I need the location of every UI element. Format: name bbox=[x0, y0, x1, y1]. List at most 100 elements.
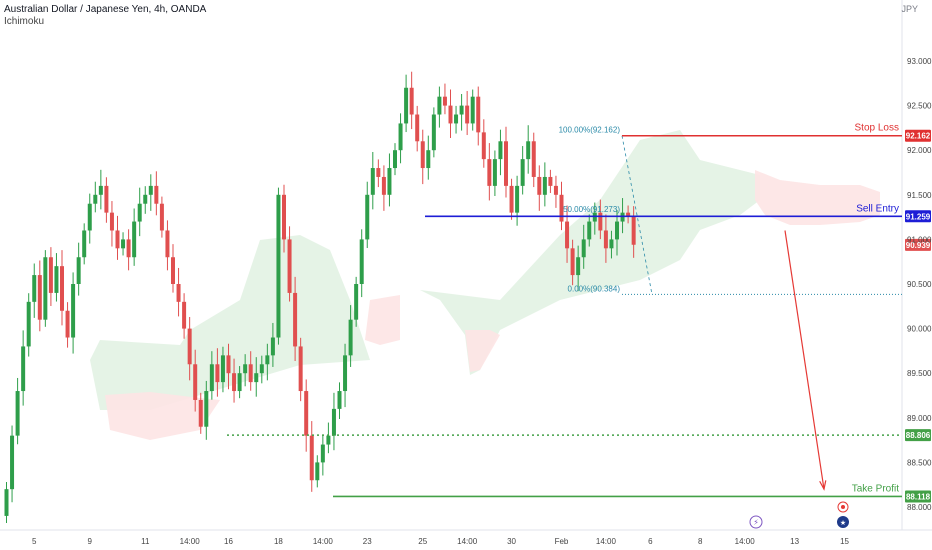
candle-body bbox=[504, 141, 508, 186]
candle-body bbox=[21, 346, 26, 392]
candle-body bbox=[415, 114, 420, 142]
candle-body bbox=[404, 87, 409, 124]
candle-body bbox=[354, 284, 359, 320]
candle-body bbox=[132, 221, 137, 258]
candle-body bbox=[176, 284, 181, 302]
y-tick-label: 90.500 bbox=[907, 280, 932, 289]
candle-body bbox=[65, 310, 70, 338]
x-tick-label: 30 bbox=[507, 537, 516, 546]
price-tag-label: 91.259 bbox=[906, 212, 931, 221]
x-tick-label: 14:00 bbox=[180, 537, 201, 546]
fib-trend-line bbox=[621, 135, 653, 295]
candle-body bbox=[381, 176, 386, 195]
candle-body bbox=[420, 141, 425, 169]
candle-body bbox=[442, 96, 447, 106]
candle-body bbox=[331, 408, 336, 436]
candle-body bbox=[93, 194, 98, 204]
candle-body bbox=[559, 194, 564, 222]
x-tick-label: 9 bbox=[88, 537, 93, 546]
candle-body bbox=[82, 230, 87, 258]
candle-body bbox=[598, 212, 603, 231]
y-tick-label: 89.000 bbox=[907, 414, 932, 423]
currency-label: JPY bbox=[901, 4, 918, 14]
ichimoku-cloud-bull bbox=[420, 130, 760, 375]
stop-loss-label: Stop Loss bbox=[855, 123, 899, 134]
candle-body bbox=[282, 194, 286, 240]
candle-body bbox=[531, 141, 536, 177]
candle-body bbox=[459, 105, 464, 115]
x-tick-label: 14:00 bbox=[735, 537, 756, 546]
x-tick-label: 15 bbox=[840, 537, 849, 546]
candle-body bbox=[171, 257, 175, 284]
x-tick-label: 14:00 bbox=[313, 537, 334, 546]
candle-body bbox=[209, 364, 214, 392]
y-tick-label: 92.500 bbox=[907, 102, 932, 111]
candle-body bbox=[476, 96, 481, 133]
candle-body bbox=[454, 114, 459, 124]
candle-body bbox=[26, 301, 31, 347]
candle-body bbox=[32, 275, 37, 302]
symbol-title[interactable]: Australian Dollar / Japanese Yen, 4h, OA… bbox=[4, 4, 207, 15]
candle-body bbox=[487, 159, 492, 186]
candle-body bbox=[304, 391, 309, 436]
price-tag bbox=[905, 210, 931, 223]
candle-body bbox=[198, 399, 203, 427]
y-tick-label: 92.000 bbox=[907, 146, 932, 155]
x-tick-label: Feb bbox=[555, 537, 569, 546]
candle-body bbox=[137, 203, 142, 222]
candle-body bbox=[220, 355, 225, 383]
candle-body bbox=[232, 373, 237, 392]
candle-body bbox=[159, 203, 164, 231]
candle-body bbox=[54, 266, 59, 293]
y-tick-label: 91.000 bbox=[907, 235, 932, 244]
candle-body bbox=[276, 194, 281, 338]
candle-body bbox=[121, 239, 126, 249]
ichimoku-cloud-bear bbox=[365, 295, 400, 345]
au-flag-icon bbox=[837, 516, 849, 528]
candle-body bbox=[370, 168, 375, 195]
candle-body bbox=[609, 239, 614, 249]
x-tick-label: 14:00 bbox=[596, 537, 617, 546]
x-tick-label: 25 bbox=[418, 537, 427, 546]
candle-body bbox=[376, 168, 381, 177]
candle-body bbox=[270, 337, 275, 356]
y-tick-label: 89.500 bbox=[907, 369, 932, 378]
candle-body bbox=[348, 319, 353, 356]
fib-level-label: 100.00%(92.162) bbox=[559, 126, 621, 135]
candle-body bbox=[187, 328, 192, 365]
indicator-label[interactable]: Ichimoku bbox=[4, 16, 45, 27]
candle-body bbox=[565, 221, 570, 249]
candle-body bbox=[148, 185, 153, 195]
candle-body bbox=[248, 364, 253, 383]
y-tick-label: 88.500 bbox=[907, 458, 932, 467]
x-tick-label: 11 bbox=[141, 537, 150, 546]
price-tag-label: 88.118 bbox=[906, 492, 931, 501]
projection-arrow-head bbox=[819, 480, 827, 491]
y-tick-label: 90.000 bbox=[907, 325, 932, 334]
candle-body bbox=[98, 185, 103, 195]
candle-body bbox=[326, 435, 331, 445]
candle-body bbox=[587, 221, 592, 240]
x-tick-label: 23 bbox=[363, 537, 372, 546]
x-tick-label: 18 bbox=[274, 537, 283, 546]
x-tick-label: 5 bbox=[32, 537, 37, 546]
ichimoku-cloud-bear bbox=[465, 330, 500, 372]
candle-body bbox=[71, 284, 76, 338]
candle-body bbox=[542, 176, 547, 195]
candle-body bbox=[537, 176, 542, 195]
candle-body bbox=[448, 105, 453, 124]
candle-body bbox=[515, 185, 520, 213]
candle-body bbox=[165, 230, 170, 258]
fib-level-label: 0.00%(90.384) bbox=[568, 284, 621, 293]
candle-body bbox=[15, 391, 20, 436]
price-tag-label: 88.806 bbox=[906, 431, 931, 440]
projection-arrow bbox=[784, 230, 825, 490]
candle-body bbox=[154, 185, 159, 204]
x-tick-label: 6 bbox=[648, 537, 653, 546]
candle-body bbox=[243, 364, 248, 374]
candle-body bbox=[126, 239, 131, 258]
ichimoku-cloud-bull bbox=[90, 235, 370, 410]
candle-body bbox=[548, 176, 553, 186]
